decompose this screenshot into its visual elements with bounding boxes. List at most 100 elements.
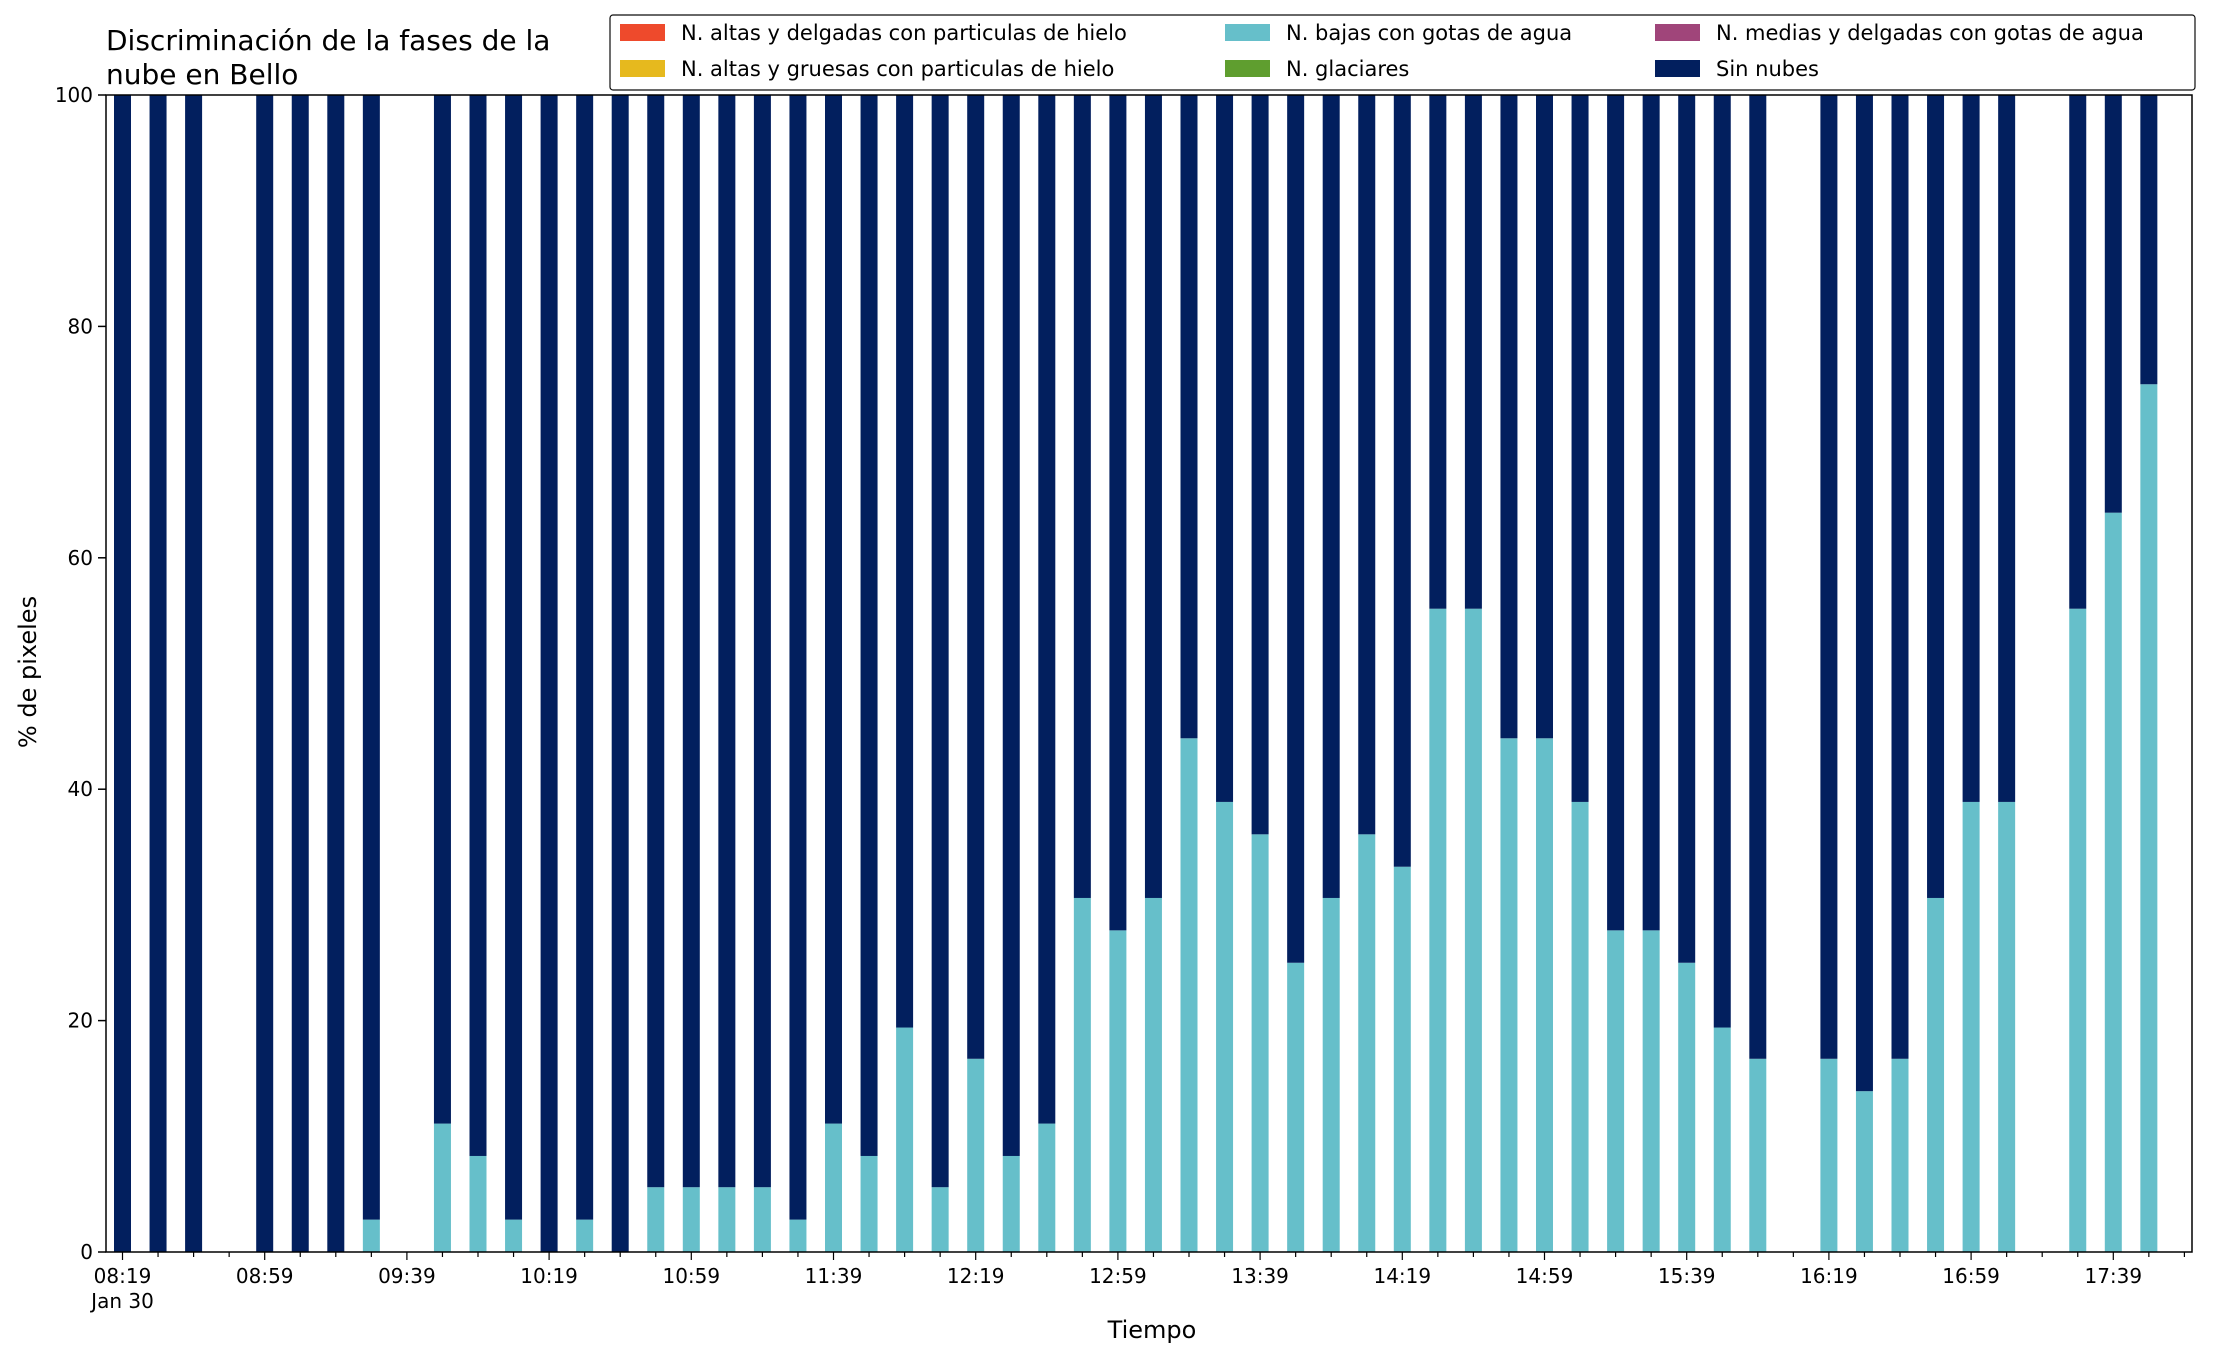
bar-bajas-55 [2069,608,2087,1252]
bar-bajas-11 [505,1219,523,1252]
bar-bajas-21 [860,1155,878,1252]
bar-bajas-38 [1464,608,1482,1252]
bar-sin-nubes-10 [469,95,487,1156]
bar-bajas-53 [1998,801,2016,1252]
bar-bajas-37 [1429,608,1447,1252]
bar-bajas-43 [1642,930,1660,1252]
bar-sin-nubes-48 [1820,95,1838,1059]
bar-bajas-13 [576,1219,594,1252]
bar-sin-nubes-35 [1358,95,1376,835]
bar-bajas-50 [1891,1058,1909,1252]
bar-sin-nubes-22 [896,95,914,1028]
bar-sin-nubes-1 [149,95,167,1252]
x-tick-label: 08:19 [94,1264,152,1288]
bar-sin-nubes-19 [789,95,807,1220]
bar-bajas-32 [1251,834,1269,1252]
x-tick-label: 11:39 [805,1264,863,1288]
bar-sin-nubes-18 [753,95,771,1188]
bar-sin-nubes-32 [1251,95,1269,835]
bar-sin-nubes-29 [1144,95,1162,898]
bar-sin-nubes-16 [682,95,700,1188]
bar-bajas-42 [1607,930,1625,1252]
bar-sin-nubes-31 [1216,95,1234,802]
bar-bajas-46 [1749,1058,1767,1252]
bar-bajas-10 [469,1155,487,1252]
x-tick-label: 15:39 [1658,1264,1716,1288]
bar-bajas-18 [753,1187,771,1252]
bar-bajas-35 [1358,834,1376,1252]
bar-bajas-51 [1927,897,1945,1252]
bar-bajas-26 [1038,1123,1056,1252]
legend-swatch [1655,60,1700,77]
bar-sin-nubes-7 [362,95,380,1220]
bar-sin-nubes-2 [185,95,203,1252]
bar-bajas-19 [789,1219,807,1252]
bar-bajas-17 [718,1187,736,1252]
bar-bajas-16 [682,1187,700,1252]
x-tick-label: 09:39 [378,1264,436,1288]
bar-bajas-41 [1571,801,1589,1252]
bar-sin-nubes-14 [611,95,629,1252]
bar-sin-nubes-37 [1429,95,1447,609]
x-tick-label: 08:59 [236,1264,294,1288]
bar-bajas-31 [1216,801,1234,1252]
chart-title-line-2: nube en Bello [106,58,298,91]
bar-sin-nubes-43 [1642,95,1660,931]
bar-sin-nubes-0 [114,95,131,1252]
y-axis-label: % de pixeles [14,596,42,748]
bar-sin-nubes-28 [1109,95,1127,931]
bar-bajas-20 [825,1123,842,1252]
x-axis-label: Tiempo [1107,1316,1197,1344]
x-tick-label: 16:59 [1942,1264,2000,1288]
bar-sin-nubes-36 [1393,95,1411,867]
bar-sin-nubes-21 [860,95,878,1156]
y-tick-label: 40 [68,777,93,801]
x-tick-label: 10:19 [520,1264,578,1288]
x-tick-sublabel: Jan 30 [89,1289,154,1313]
legend-label: N. altas y delgadas con particulas de hi… [681,21,1127,45]
legend-label: N. glaciares [1286,57,1409,81]
bar-bajas-52 [1962,801,1980,1252]
bar-sin-nubes-26 [1038,95,1056,1124]
bar-bajas-56 [2104,512,2122,1252]
x-tick-label: 14:19 [1373,1264,1431,1288]
bar-sin-nubes-13 [576,95,594,1220]
legend-swatch [1225,24,1270,41]
y-tick-label: 20 [68,1009,93,1033]
x-tick-label: 17:39 [2084,1264,2142,1288]
bar-sin-nubes-9 [433,95,451,1124]
bar-bajas-28 [1109,930,1127,1252]
bar-sin-nubes-55 [2069,95,2087,609]
y-axis: 0 20 40 60 80 100 [55,83,106,1264]
bar-sin-nubes-12 [540,95,558,1252]
x-axis: 08:19 08:59 09:39 10:19 10:59 11:39 12:19 12:59… [89,1252,2185,1313]
bar-sin-nubes-42 [1607,95,1625,931]
bars-layer [114,95,2158,1252]
bar-bajas-44 [1678,962,1696,1252]
y-tick-label: 60 [68,546,93,570]
bar-sin-nubes-57 [2140,95,2158,385]
bar-sin-nubes-49 [1855,95,1873,1092]
legend-swatch [1655,24,1700,41]
legend-swatch [1225,60,1270,77]
chart-title-line-1: Discriminación de la fases de la [106,24,550,57]
bar-sin-nubes-5 [291,95,309,1252]
bar-bajas-27 [1073,897,1091,1252]
bar-sin-nubes-50 [1891,95,1909,1059]
bar-bajas-23 [931,1187,949,1252]
bar-sin-nubes-17 [718,95,736,1188]
bar-sin-nubes-25 [1002,95,1020,1156]
bar-sin-nubes-27 [1073,95,1091,898]
bar-sin-nubes-52 [1962,95,1980,802]
x-tick-label: 12:59 [1089,1264,1147,1288]
bar-sin-nubes-34 [1322,95,1340,898]
bar-bajas-48 [1820,1058,1838,1252]
bar-sin-nubes-56 [2104,95,2122,513]
chart-title: Discriminación de la fases de la nube en… [106,24,550,91]
bar-sin-nubes-33 [1287,95,1305,963]
bar-sin-nubes-44 [1678,95,1696,963]
y-tick-label: 80 [68,314,93,338]
legend-label: Sin nubes [1716,57,1819,81]
bar-bajas-22 [896,1027,914,1252]
